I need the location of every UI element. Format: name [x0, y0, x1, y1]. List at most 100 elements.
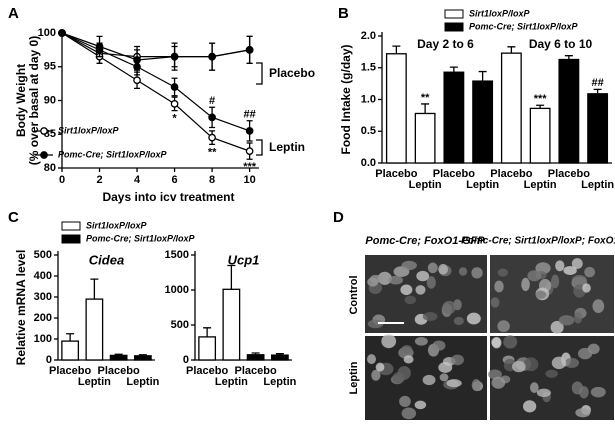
y-tick-label: 100: [38, 27, 56, 39]
legend-swatch: [61, 221, 81, 231]
cell: [494, 280, 504, 293]
cell: [582, 283, 591, 293]
group-label: Leptin: [269, 140, 305, 154]
cell: [399, 395, 411, 408]
micrographs: [365, 255, 614, 420]
x-tick-label: Leptin: [215, 376, 248, 388]
bar: [472, 80, 494, 164]
cell: [535, 262, 551, 275]
cell: [369, 274, 382, 284]
bracket: [256, 139, 263, 156]
annotation: ***: [243, 161, 257, 173]
series-line: [61, 32, 250, 61]
series-line: [61, 32, 250, 132]
cell: [563, 265, 577, 275]
cell: [550, 320, 564, 334]
error-bar: [227, 264, 236, 290]
bar: [443, 71, 465, 164]
x-tick-label: 4: [134, 174, 141, 186]
cell: [403, 355, 414, 364]
marker: [245, 127, 254, 135]
cell: [573, 312, 583, 324]
x-tick-label: Placebo: [235, 365, 277, 377]
cell: [523, 357, 539, 372]
bar: [133, 355, 152, 361]
cell: [545, 369, 558, 378]
cell: [414, 400, 427, 410]
marker: [170, 52, 179, 61]
error-bar: [421, 103, 430, 114]
legend-label: Pomc-Cre; Sirt1loxP/loxP: [58, 149, 168, 159]
cell: [404, 295, 417, 305]
cell: [490, 297, 500, 308]
legend-swatch: [444, 9, 464, 19]
legend-label: Pomc-Cre; Sirt1loxP/loxP: [86, 233, 196, 243]
x-tick-label: 0: [59, 174, 65, 186]
x-tick-label: Leptin: [524, 179, 557, 191]
cell: [401, 260, 417, 271]
cell: [438, 362, 453, 373]
x-tick-label: Placebo: [98, 365, 140, 377]
y-axis-label: (% over basal at day 0): [27, 36, 41, 165]
bar: [109, 354, 128, 361]
image-column-label: Pomc-Cre; Sirt1loxP/loxP; FoxO1-GFP: [461, 236, 615, 247]
cell: [427, 262, 438, 274]
error-bar: [203, 327, 212, 337]
bar: [558, 58, 580, 164]
cell: [571, 274, 587, 287]
legend-swatch: [444, 22, 464, 32]
image-row-label: Control: [348, 275, 360, 314]
legend-label: Sirt1loxP/loxP: [58, 125, 120, 135]
marker: [95, 46, 104, 54]
chart-title: Cidea: [89, 252, 124, 267]
cell: [426, 276, 436, 289]
x-tick-label: 6: [172, 174, 178, 186]
annotation: ##: [592, 77, 604, 89]
cell: [432, 340, 446, 351]
y-tick-label: 1000: [165, 284, 189, 296]
marker: [170, 83, 179, 91]
group-label: Day 6 to 10: [529, 37, 593, 51]
cell: [555, 260, 565, 272]
marker: [133, 76, 141, 85]
annotation: ***: [534, 93, 548, 105]
marker: [245, 147, 254, 155]
x-tick-label: Leptin: [78, 376, 111, 388]
cell: [522, 400, 537, 413]
cell: [422, 312, 438, 321]
cell: [371, 369, 381, 381]
cell: [590, 386, 606, 398]
cell: [400, 284, 413, 296]
y-axis-label: Body Weight: [14, 64, 28, 137]
cell: [521, 277, 530, 292]
x-axis-label: Days into icv treatment: [102, 190, 234, 204]
cell: [375, 362, 385, 372]
marker: [133, 62, 141, 71]
group-label: Placebo: [269, 66, 315, 80]
x-tick-label: Placebo: [548, 168, 590, 180]
series-line: [61, 32, 250, 152]
panel-label: A: [8, 5, 19, 22]
y-tick-label: 0.0: [361, 157, 376, 169]
cell: [529, 382, 539, 393]
cell: [466, 312, 481, 325]
y-axis-label: Relative mRNA level: [14, 250, 28, 366]
error-bar: [392, 45, 401, 54]
cell: [551, 274, 560, 289]
y-tick-label: 500: [171, 319, 189, 331]
series-line: [61, 32, 250, 58]
cell: [392, 372, 405, 384]
cell: [401, 345, 413, 354]
y-tick-label: 1.5: [361, 62, 376, 74]
axis-line: [61, 29, 259, 169]
legend-swatch: [61, 234, 81, 244]
bar: [246, 354, 265, 361]
error-bar: [66, 333, 75, 342]
cell: [451, 354, 464, 366]
cell: [458, 267, 468, 276]
cell: [438, 263, 449, 275]
x-tick-label: Placebo: [490, 168, 532, 180]
y-tick-label: 0.5: [361, 125, 376, 137]
cell: [388, 275, 403, 285]
